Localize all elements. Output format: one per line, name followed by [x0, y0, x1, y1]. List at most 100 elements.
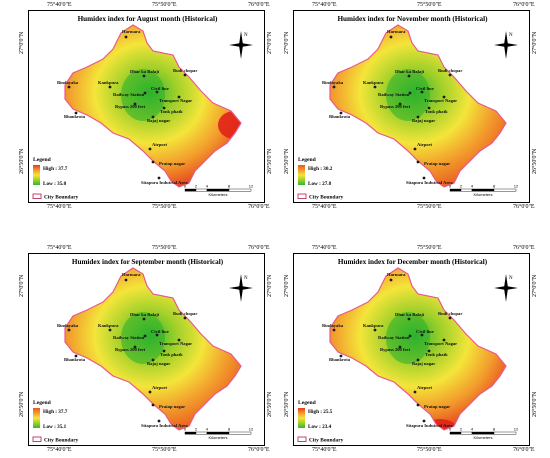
place-label: Civil line: [416, 86, 434, 91]
map-panel-2: Harmara Dhar ka Balaji Budi chopar Bindayak…: [293, 10, 530, 203]
svg-text:N: N: [509, 276, 513, 281]
svg-text:8: 8: [228, 184, 231, 189]
place-marker: [407, 317, 411, 321]
place-label: Harmara: [122, 272, 141, 277]
svg-text:12: 12: [514, 184, 519, 189]
svg-text:Kilometers: Kilometers: [474, 435, 493, 440]
place-label: Harmara: [122, 29, 141, 34]
place-marker: [143, 91, 147, 95]
map-title: Humidex index for November month (Histor…: [337, 15, 488, 23]
place-marker: [416, 115, 420, 119]
north-arrow-icon: N: [494, 31, 518, 59]
svg-text:High : 37.7: High : 37.7: [43, 409, 68, 415]
place-marker: [339, 354, 343, 358]
place-label: Railway Station: [113, 335, 145, 340]
scale-bar: 0 2 4 8 12 Kilometers: [184, 184, 254, 198]
place-label: Bindayaka: [57, 323, 79, 328]
city-boundary-line: [64, 24, 242, 188]
place-marker: [108, 85, 112, 89]
place-label: Bypass 200 feet: [115, 104, 146, 109]
place-marker: [151, 358, 155, 362]
graticule-bottom-label: 75°50'0"E: [152, 204, 177, 210]
place-marker: [413, 147, 417, 151]
svg-text:2: 2: [460, 184, 463, 189]
place-label: Dhar ka Balaji: [130, 69, 160, 74]
place-label: Pratap nagar: [424, 161, 450, 166]
svg-text:12: 12: [249, 427, 254, 432]
svg-text:High : 37.7: High : 37.7: [43, 166, 68, 172]
place-marker: [183, 73, 187, 77]
graticule-top-label: 75°50'0"E: [152, 2, 177, 8]
place-label: Transport Nagar: [424, 341, 457, 346]
place-label: Bypass 200 feet: [380, 104, 411, 109]
graticule-left-label: 27°0'0"N: [284, 274, 290, 297]
place-marker: [389, 35, 393, 39]
place-marker: [407, 74, 411, 78]
north-arrow-icon: N: [229, 31, 253, 59]
graticule-top-label: 75°40'0"E: [47, 245, 72, 251]
place-marker: [420, 333, 424, 337]
graticule-left-label: 26°50'0"N: [19, 148, 25, 174]
svg-text:City Boundary: City Boundary: [44, 195, 79, 201]
svg-text:4: 4: [206, 184, 209, 189]
place-marker: [408, 91, 412, 95]
svg-text:High : 30.2: High : 30.2: [308, 166, 333, 172]
svg-text:N: N: [509, 33, 513, 38]
svg-text:4: 4: [471, 427, 474, 432]
place-label: Bindayaka: [322, 323, 344, 328]
place-marker: [408, 334, 412, 338]
place-label: Civil line: [151, 86, 169, 91]
place-marker: [427, 349, 431, 353]
city-boundary-line: [329, 267, 507, 431]
place-marker: [157, 419, 161, 423]
graticule-left-label: 27°0'0"N: [19, 31, 25, 54]
place-label: Harmara: [387, 29, 406, 34]
place-marker: [177, 338, 181, 342]
graticule-bottom-label: 76°0'0"E: [513, 447, 535, 453]
svg-text:0: 0: [449, 427, 452, 432]
svg-text:4: 4: [206, 427, 209, 432]
graticule-left-label: 26°50'0"N: [284, 148, 290, 174]
svg-text:12: 12: [514, 427, 519, 432]
graticule-left-label: 26°50'0"N: [19, 391, 25, 417]
legend: Legend High : 37.7 Low : 35.1 City Boundary: [32, 400, 79, 444]
place-marker: [148, 390, 152, 394]
graticule-right-label: 27°0'0"N: [267, 31, 273, 54]
map-panel-3: Harmara Dhar ka Balaji Budi chopar Bindayak…: [28, 253, 265, 446]
graticule-right-label: 27°0'0"N: [532, 31, 538, 54]
graticule-top-label: 76°0'0"E: [248, 2, 270, 8]
place-label: Pratap nagar: [424, 404, 450, 409]
place-label: Tonk phatk: [160, 352, 183, 357]
place-marker: [108, 328, 112, 332]
scale-bar: 0 2 4 8 12 Kilometers: [449, 184, 519, 198]
place-marker: [416, 358, 420, 362]
svg-text:Kilometers: Kilometers: [474, 192, 493, 197]
graticule-right-label: 26°50'0"N: [532, 148, 538, 174]
place-marker: [142, 317, 146, 321]
place-marker: [442, 338, 446, 342]
place-marker: [67, 85, 71, 89]
svg-text:0: 0: [184, 427, 187, 432]
svg-text:Legend: Legend: [298, 157, 317, 163]
graticule-top-label: 76°0'0"E: [248, 245, 270, 251]
place-label: Pratap nagar: [159, 404, 185, 409]
graticule-top-label: 75°40'0"E: [312, 245, 337, 251]
place-marker: [143, 334, 147, 338]
place-label: Budi chopar: [438, 311, 462, 316]
north-arrow-icon: N: [229, 274, 253, 302]
place-marker: [427, 106, 431, 110]
place-label: Tonk phatk: [425, 352, 448, 357]
place-label: Dhar ka Balaji: [395, 69, 425, 74]
map-title: Humidex index for September month (Histo…: [72, 258, 224, 266]
place-label: Railway Station: [378, 335, 410, 340]
svg-text:City Boundary: City Boundary: [309, 438, 344, 444]
place-label: Transport Nagar: [159, 341, 192, 346]
place-label: Bajaj nagar: [412, 118, 435, 123]
place-label: Civil line: [416, 329, 434, 334]
graticule-bottom-label: 76°0'0"E: [248, 447, 270, 453]
place-label: Budi chopar: [173, 311, 197, 316]
graticule-top-label: 75°50'0"E: [152, 245, 177, 251]
graticule-bottom-label: 75°50'0"E: [152, 447, 177, 453]
legend: Legend High : 25.5 Low : 23.4 City Boundary: [297, 400, 344, 444]
svg-text:Legend: Legend: [33, 157, 52, 163]
